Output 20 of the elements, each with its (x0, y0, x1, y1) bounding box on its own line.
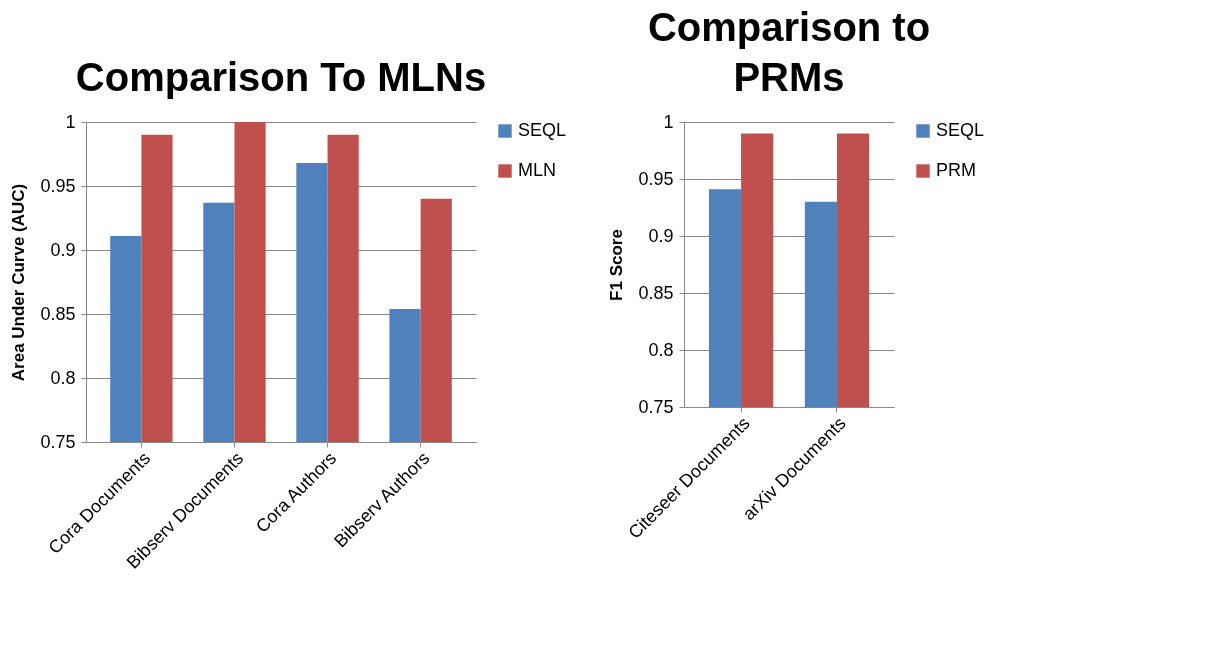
y-tick-label: 0.75 (40, 431, 76, 452)
y-tick-label: 1 (663, 111, 674, 132)
legend-label: MLN (518, 160, 557, 180)
chart-title: Comparison To MLNs (75, 55, 487, 99)
y-tick-label: 0.85 (638, 282, 674, 303)
y-tick-label: 0.8 (648, 339, 674, 360)
y-tick-label: 0.75 (638, 396, 674, 417)
y-axis-title: F1 Score (607, 229, 627, 301)
y-axis-title: Area Under Curve (AUC) (9, 183, 29, 382)
y-tick-label: 0.9 (648, 225, 674, 246)
y-tick-label: 0.95 (40, 175, 76, 196)
y-tick-label: 0.95 (638, 168, 674, 189)
y-tick-label: 1 (65, 111, 76, 132)
legend-label: PRM (936, 160, 976, 180)
legend-label: SEQL (936, 120, 985, 140)
y-tick-label: 0.8 (50, 367, 76, 388)
y-tick-label: 0.9 (50, 239, 76, 260)
chart-title: Comparison to PRMs (647, 5, 931, 99)
legend-label: SEQL (518, 120, 567, 140)
y-tick-label: 0.85 (40, 303, 76, 324)
